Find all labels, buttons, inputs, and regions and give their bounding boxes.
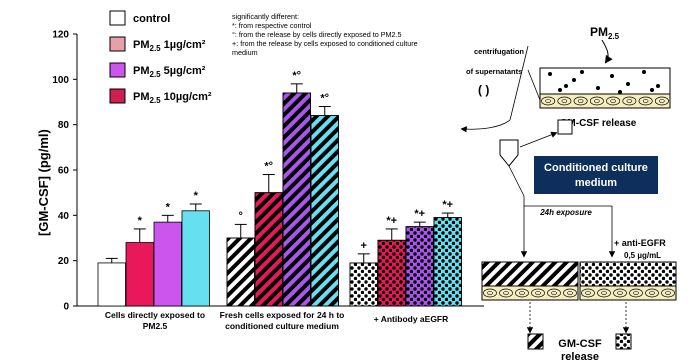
bottom-release-line1: GM-CSF xyxy=(558,338,602,350)
significance-mark: *° xyxy=(292,70,301,82)
y-tick-label: 60 xyxy=(58,166,70,177)
experiment-diagram: PM2.5 GM-CSF release centrifugation of s… xyxy=(460,25,677,362)
bar xyxy=(97,262,126,307)
conditioned-medium-box xyxy=(534,156,658,194)
significance-mark: *+ xyxy=(386,215,397,227)
tube-to-pellet-arrow xyxy=(519,131,558,148)
note-line-2: *: from respective control xyxy=(232,21,312,30)
significance-notes: significantly different: *: from respect… xyxy=(232,12,418,57)
bar-pattern xyxy=(405,226,434,307)
anti-egfr-label: + anti-EGFR xyxy=(614,238,666,248)
group-label-direct-line2: PM2.5 xyxy=(143,321,168,331)
significance-mark: * xyxy=(194,190,199,202)
group-label-direct-line1: Cells directly exposed to xyxy=(105,310,205,320)
group-label-fresh-line2: conditioned culture medium xyxy=(225,321,339,331)
significance-mark: *+ xyxy=(442,199,453,211)
pellet-box xyxy=(557,119,573,135)
striped-release-box xyxy=(527,333,544,350)
pm-arrow-icon xyxy=(601,39,613,64)
significance-mark: * xyxy=(138,215,143,227)
y-tick-label: 120 xyxy=(52,30,69,41)
exposure-label: 24h exposure xyxy=(539,208,592,217)
y-tick-label: 20 xyxy=(58,256,70,267)
group-label-antibody: + Antibody aEGFR xyxy=(374,314,449,324)
significance-mark: *° xyxy=(320,93,329,105)
legend-swatch-control xyxy=(109,10,126,26)
bar-pattern xyxy=(377,239,406,307)
centrifugation-line2: of supernatants xyxy=(466,67,522,76)
bar-pattern xyxy=(226,237,255,307)
bar-pattern xyxy=(254,192,283,307)
bar xyxy=(181,210,210,307)
diagram-pm-label: PM2.5 xyxy=(590,25,620,41)
bar-pattern xyxy=(310,115,339,307)
legend-swatch-pm5 xyxy=(109,62,126,78)
significance-mark: *° xyxy=(264,161,273,173)
group-label-fresh-line1: Fresh cells exposed for 24 h to xyxy=(220,310,345,320)
legend-swatch-pm1 xyxy=(109,36,126,52)
note-line-5: medium xyxy=(232,48,258,57)
top-cell-layer xyxy=(541,96,669,106)
y-tick-label: 80 xyxy=(58,120,70,131)
y-axis-label: [GM-CSF] (pg/ml) xyxy=(36,129,51,236)
bar xyxy=(125,242,154,307)
bottom-right-well xyxy=(579,261,677,301)
centrifuge-curve xyxy=(509,45,529,121)
legend: control PM2.5 1µg/cm² PM2.5 5µg/cm² PM2.… xyxy=(109,10,212,105)
bar-groups: ***°*°*°*°+*+*+*+ xyxy=(97,70,462,307)
bar-pattern xyxy=(433,217,462,307)
note-line-3: °: from the release by cells directly ex… xyxy=(232,30,401,39)
note-line-4: +: from the release by cells exposed to … xyxy=(232,39,418,48)
to-tube-arrow xyxy=(460,119,511,133)
significance-mark: + xyxy=(361,240,367,252)
bar-pattern xyxy=(349,262,378,307)
conditioned-line1: Conditioned culture xyxy=(544,162,648,174)
bottom-release-line2: release xyxy=(561,351,599,362)
rotation-icon: ( ) xyxy=(478,83,489,97)
dotted-release-box xyxy=(615,333,632,350)
y-tick-label: 40 xyxy=(58,211,70,222)
significance-mark: *+ xyxy=(414,208,425,220)
y-ticks: 0 20 40 60 80 100 120 xyxy=(52,30,77,313)
y-tick-label: 0 xyxy=(63,302,69,313)
note-line-1: significantly different: xyxy=(232,12,299,21)
significance-mark: * xyxy=(166,201,171,213)
significance-mark: ° xyxy=(239,210,243,222)
bottom-left-well xyxy=(481,261,579,301)
pm-particles xyxy=(548,70,660,94)
tube-down-line xyxy=(508,165,525,197)
legend-label-control: control xyxy=(133,13,170,25)
centrifugation-line1: centrifugation xyxy=(474,47,524,56)
legend-label-pm1: PM2.5 1µg/cm² xyxy=(133,39,206,53)
top-culture-well xyxy=(539,67,671,109)
centrifuge-tube-icon xyxy=(499,139,519,167)
legend-label-pm10: PM2.5 10µg/cm² xyxy=(133,91,212,105)
top-release-label: GM-CSF release xyxy=(560,118,637,129)
y-tick-label: 100 xyxy=(52,75,69,86)
legend-label-pm5: PM2.5 5µg/cm² xyxy=(133,65,206,79)
antibody-dose-label: 0,5 µg/mL xyxy=(624,251,661,260)
bar xyxy=(153,221,182,307)
legend-swatch-pm10 xyxy=(109,88,126,104)
from-well-line xyxy=(527,69,541,101)
bar-pattern xyxy=(282,92,311,307)
conditioned-line2: medium xyxy=(575,177,617,189)
